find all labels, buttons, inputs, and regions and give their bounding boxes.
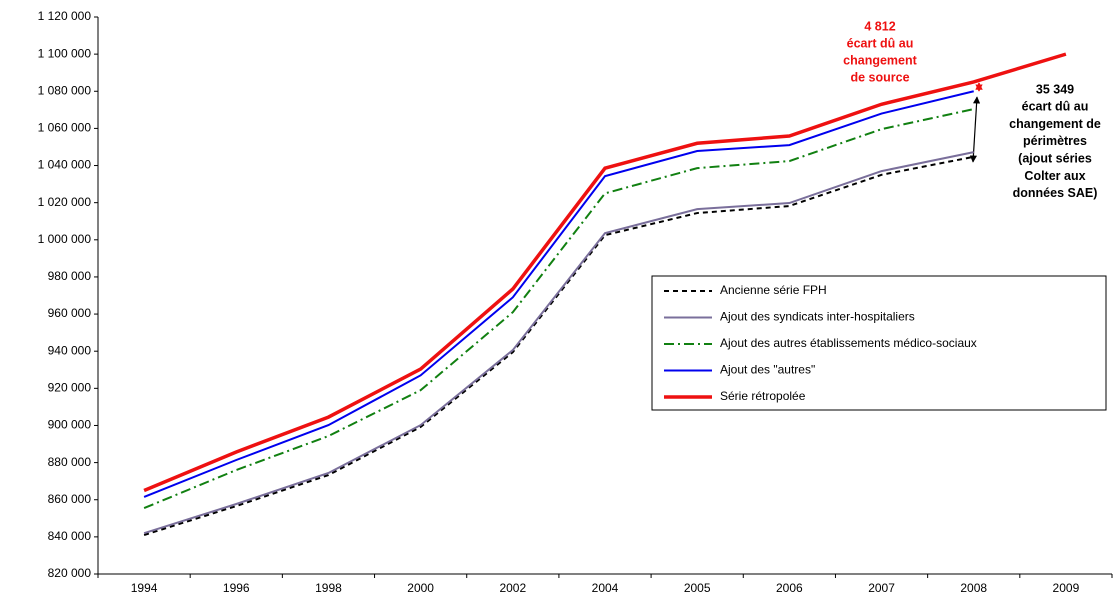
x-tick-label: 1998	[315, 581, 342, 595]
annotation-text: changement	[843, 53, 917, 67]
y-tick-label: 1 000 000	[38, 232, 92, 246]
y-tick-label: 1 040 000	[38, 158, 92, 172]
y-tick-label: 1 100 000	[38, 46, 92, 60]
series-line	[143, 52, 1067, 493]
annotation-text: écart dû au	[1022, 100, 1089, 114]
y-tick-label: 900 000	[48, 418, 92, 432]
series-line	[143, 90, 974, 498]
y-tick-label: 980 000	[48, 269, 92, 283]
y-tick-label: 1 060 000	[38, 121, 92, 135]
annotation: 4 812 écart dû au changement de source	[843, 19, 917, 84]
series-line	[143, 151, 974, 535]
annotation-text: 35 349	[1036, 82, 1074, 96]
legend-label: Ancienne série FPH	[720, 283, 827, 297]
y-tick-label: 860 000	[48, 492, 92, 506]
legend-label: Ajout des syndicats inter-hospitaliers	[720, 310, 915, 324]
y-tick-label: 940 000	[48, 343, 92, 357]
annotation-text: Colter aux	[1024, 169, 1085, 183]
y-tick-label: 1 080 000	[38, 83, 92, 97]
arrow	[969, 96, 981, 163]
y-tick-label: 880 000	[48, 455, 92, 469]
x-tick-label: 2000	[407, 581, 434, 595]
annotation: 35 349 écart dû au changement de périmètres…	[1009, 82, 1101, 200]
x-tick-label: 2007	[868, 581, 895, 595]
legend-box	[651, 275, 1107, 411]
y-tick-label: 820 000	[48, 566, 92, 580]
y-tick-label: 840 000	[48, 529, 92, 543]
annotation-text: (ajout séries	[1018, 151, 1092, 165]
annotation-text: 4 812	[864, 19, 895, 33]
annotation-text: écart dû au	[847, 36, 914, 50]
x-tick-label: 2006	[776, 581, 803, 595]
annotation-text: données SAE)	[1013, 186, 1098, 200]
annotation-text: de source	[850, 70, 909, 84]
series-line	[143, 155, 974, 536]
y-tick-label: 920 000	[48, 381, 92, 395]
x-tick-label: 2004	[592, 581, 619, 595]
y-tick-label: 1 020 000	[38, 195, 92, 209]
x-tick-label: 2008	[960, 581, 987, 595]
y-tick-label: 960 000	[48, 306, 92, 320]
x-tick-label: 2002	[499, 581, 526, 595]
legend-label: Ajout des autres établissements médico-s…	[720, 336, 977, 350]
x-tick-label: 2005	[684, 581, 711, 595]
y-tick-label: 1 120 000	[38, 9, 92, 23]
x-tick-label: 2009	[1053, 581, 1080, 595]
x-tick-label: 1994	[131, 581, 158, 595]
legend-label: Ajout des "autres"	[720, 363, 815, 377]
x-tick-label: 1996	[223, 581, 250, 595]
series-line	[143, 108, 974, 510]
annotation-text: changement de	[1009, 117, 1101, 131]
annotation-text: périmètres	[1023, 134, 1087, 148]
legend-label: Série rétropolée	[720, 389, 806, 403]
